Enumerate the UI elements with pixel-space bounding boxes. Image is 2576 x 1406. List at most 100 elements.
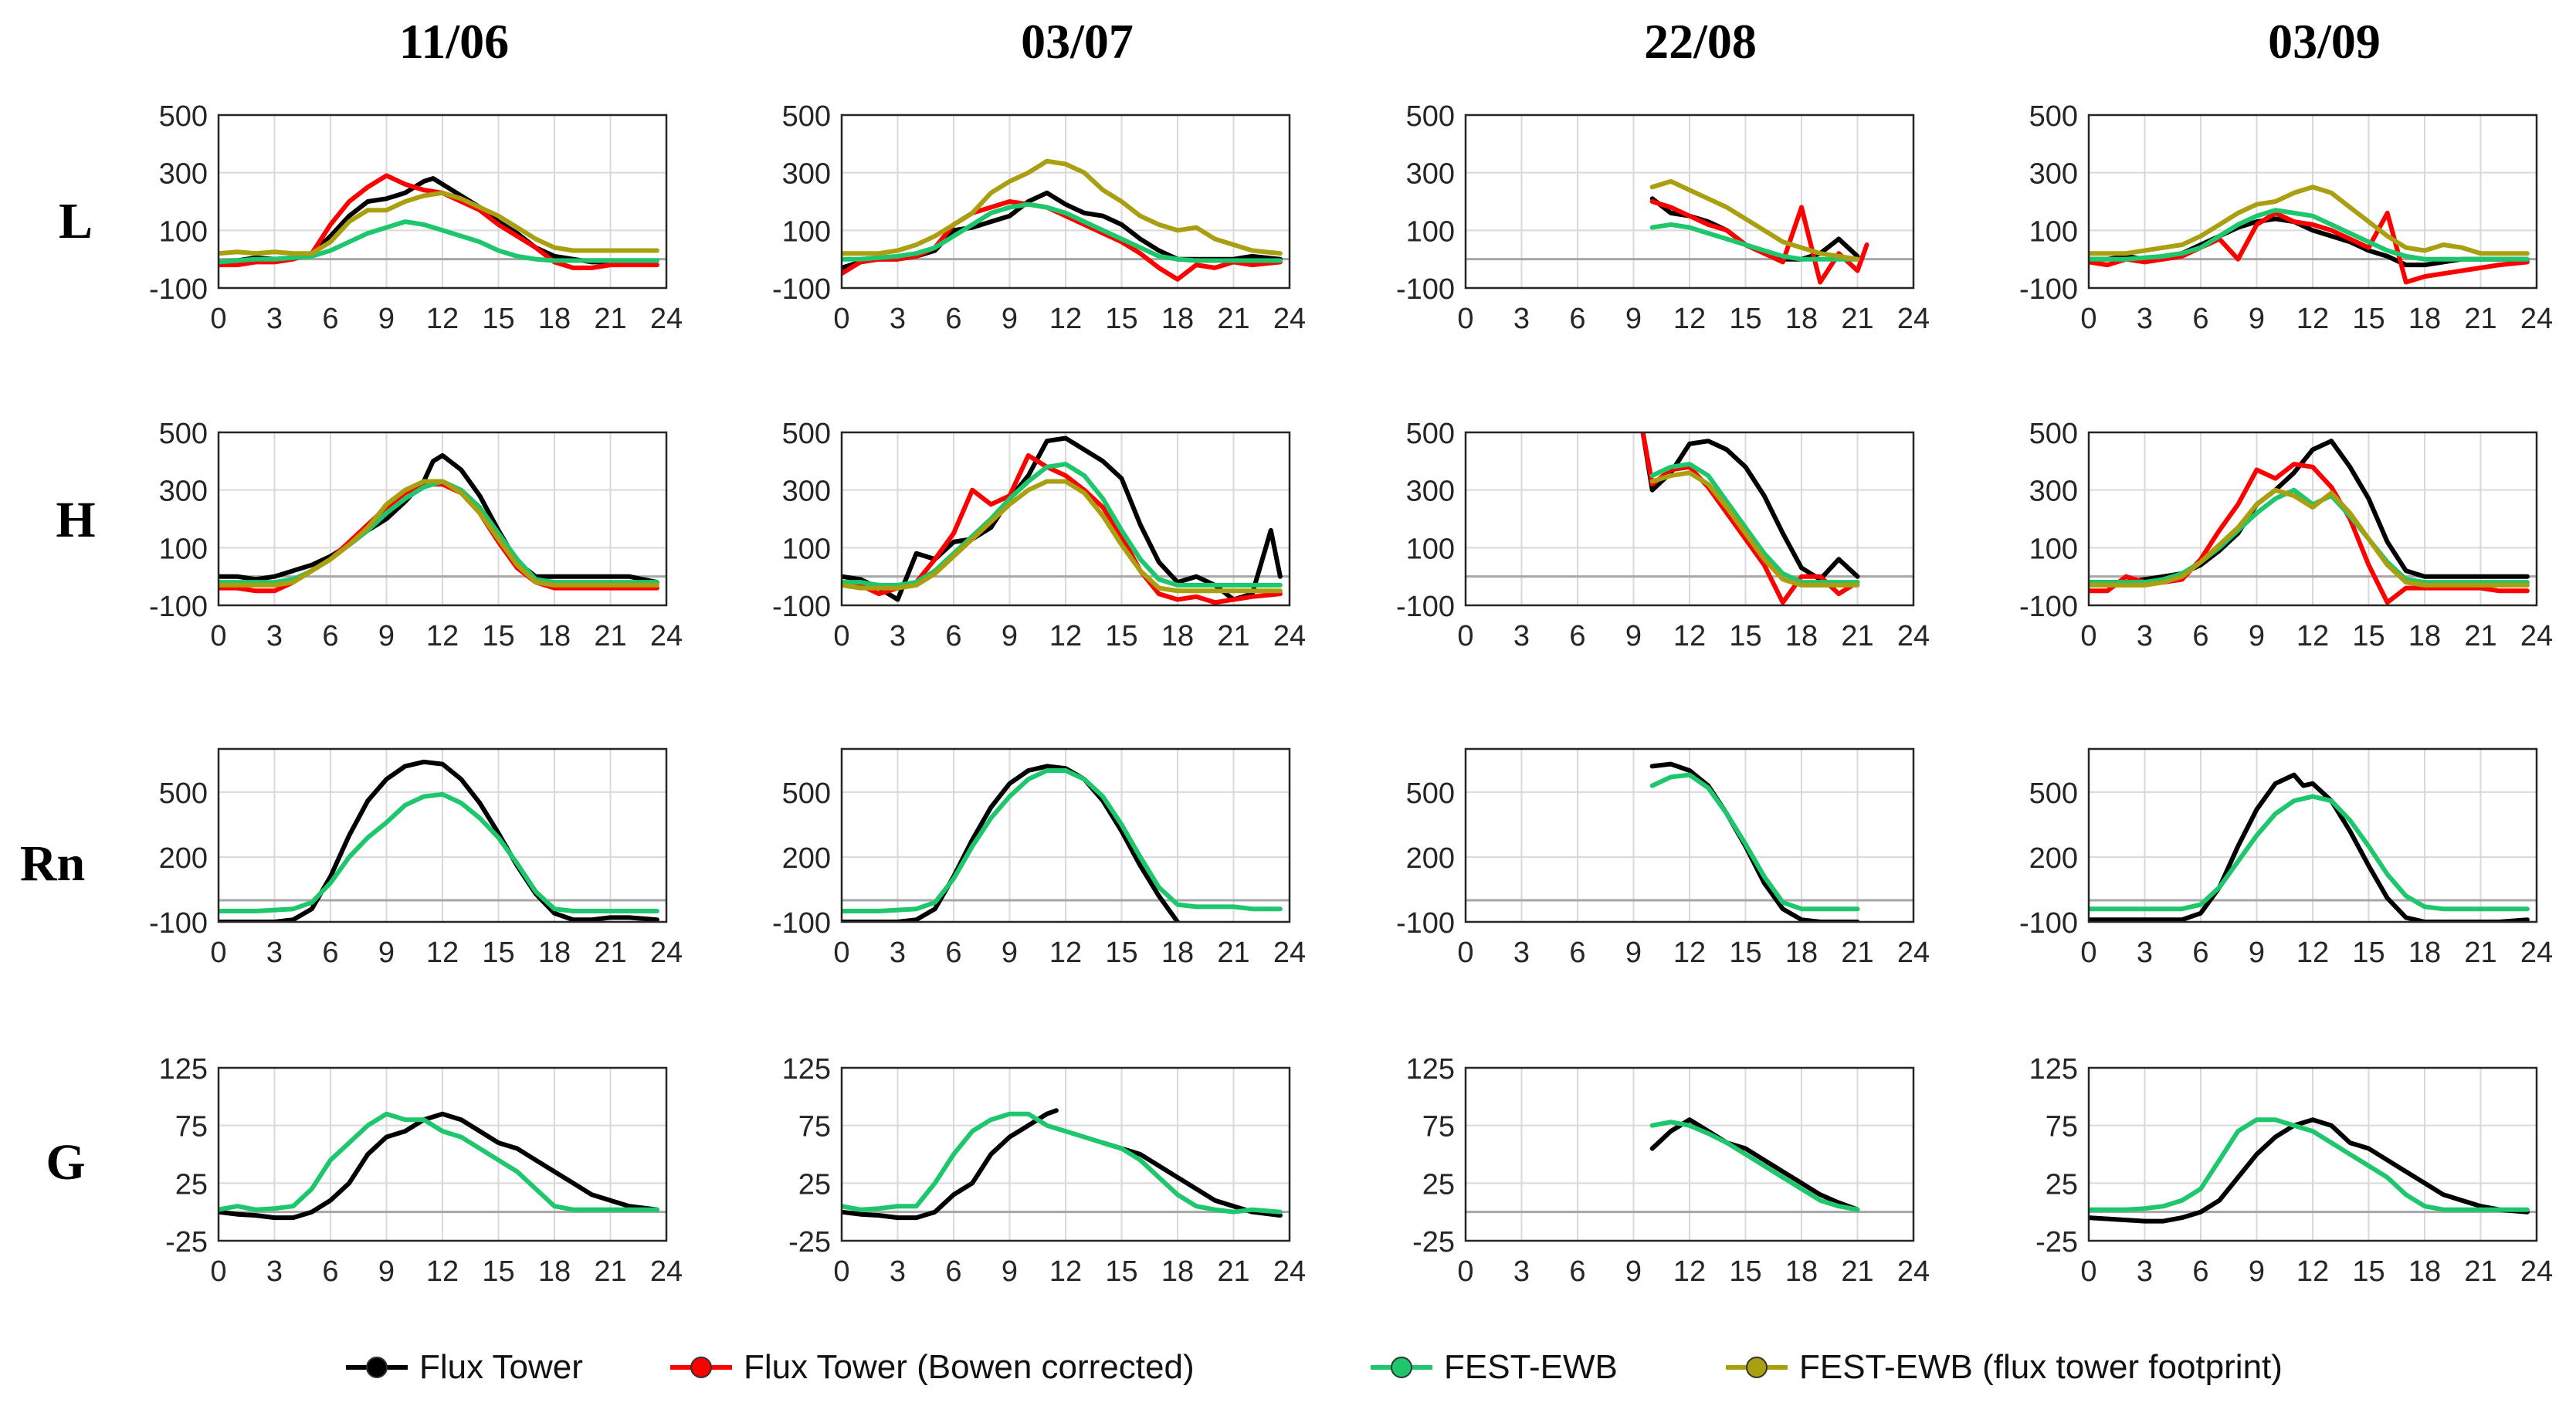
x-tick-label: 6 [1569,1255,1585,1288]
x-tick-label: 15 [1729,937,1761,969]
x-tick-label: 24 [650,303,683,335]
x-tick-label: 24 [1273,620,1306,652]
series-line-fest-ewb [842,462,1283,588]
x-tick-label: 15 [2352,620,2384,652]
series-line-fest-ewb-footprint [219,479,659,588]
x-tick-label: 15 [2352,937,2384,969]
y-tick-label: 75 [175,1111,208,1143]
x-tick-label: 3 [266,303,283,335]
series-line-flux-tower [2089,772,2530,922]
y-tick-label: 500 [1406,418,1455,450]
panel-L-1: -100 100 300 500 0 3 6 9 12 15 18 21 24 [149,100,683,335]
series-group [842,1108,1283,1221]
x-tick-label: 0 [833,620,849,652]
y-tick-label: 25 [1422,1168,1455,1201]
series-line-fest-ewb [842,1111,1283,1215]
series-line-fest-ewb-footprint [1649,178,1860,262]
x-tick-label: 0 [1457,303,1473,335]
x-tick-label: 15 [1105,1255,1137,1288]
x-tick-label: 0 [210,1255,226,1288]
panel-G-1: -25 25 75 125 0 3 6 9 12 15 18 21 24 [159,1053,683,1288]
y-tick-label: -100 [772,591,831,623]
series-line-fest-ewb [1649,222,1860,262]
series-line-fest-ewb [2089,487,2530,585]
legend-item-fest-ewb: FEST-EWB [1371,1348,1618,1386]
x-tick-label: 12 [1673,620,1706,652]
x-tick-label: 6 [945,937,961,969]
panel-H-1: -100 100 300 500 0 3 6 9 12 15 18 21 24 [149,418,683,652]
y-tick-label: 125 [159,1053,208,1086]
x-tick-label: 3 [2137,303,2153,335]
x-tick-label: 9 [378,620,395,652]
x-tick-label: 0 [1457,937,1473,969]
y-tick-label: -100 [149,907,208,940]
series-line-fest-ewb [219,1111,659,1212]
legend-label: Flux Tower (Bowen corrected) [744,1348,1195,1386]
series-line-fest-ewb [2089,208,2530,262]
panel-H-4: -100 100 300 500 0 3 6 9 12 15 18 21 24 [2019,418,2553,652]
series-group [219,173,659,270]
x-tick-label: 0 [833,1255,849,1288]
legend-item-fest-ewb-footprint: FEST-EWB (flux tower footprint) [1726,1348,2283,1386]
row-label-L: L [59,193,93,249]
series-line-flux-tower [219,1111,659,1221]
y-tick-label: 300 [1406,476,1455,508]
y-tick-label: 100 [159,215,208,248]
column-title-3: 22/08 [1644,14,1757,69]
series-group [219,1111,659,1221]
x-tick-label: 24 [1897,620,1930,652]
column-title-4: 03/09 [2268,14,2381,69]
legend-marker [1391,1357,1412,1378]
x-tick-label: 21 [1841,1255,1873,1288]
axes-frame [2087,113,2538,290]
x-tick-label: 12 [426,1255,459,1288]
x-tick-label: 9 [1002,303,1018,335]
column-title-2: 03/07 [1021,14,1134,69]
x-tick-label: 24 [1897,1255,1930,1288]
x-tick-label: 12 [2296,620,2329,652]
x-tick-label: 6 [322,303,338,335]
panel-Rn-3: -100 200 500 0 3 6 9 12 15 18 21 24 [1396,747,1930,969]
x-tick-label: 18 [1161,620,1194,652]
x-tick-label: 24 [650,1255,683,1288]
x-tick-label: 6 [2192,1255,2208,1288]
y-tick-label: 75 [2046,1111,2078,1143]
x-tick-label: 18 [538,1255,571,1288]
legend-label: FEST-EWB (flux tower footprint) [1799,1348,2283,1386]
series-line-fest-ewb-footprint [2089,487,2530,588]
x-tick-label: 12 [2296,303,2329,335]
x-tick-label: 21 [594,303,626,335]
x-tick-label: 6 [1569,937,1585,969]
y-tick-label: -100 [1396,273,1455,306]
x-tick-label: 15 [482,620,514,652]
axes-frame [2087,431,2538,607]
series-group [2089,185,2530,285]
x-tick-label: 3 [890,1255,906,1288]
axes-frame [2087,1066,2538,1242]
x-tick-label: 18 [1785,1255,1818,1288]
y-tick-label: 500 [159,778,208,810]
y-tick-label: 25 [2046,1168,2078,1201]
column-titles: 11/06 03/07 22/08 03/09 [399,14,2381,69]
series-line-fest-ewb [1649,1120,1860,1212]
panel-Rn-4: -100 200 500 0 3 6 9 12 15 18 21 24 [2019,747,2553,969]
x-tick-label: 15 [2352,1255,2384,1288]
series-line-flux-tower-bowen [2089,210,2530,285]
x-tick-label: 24 [1273,1255,1306,1288]
series-line-fest-ewb [2089,794,2530,912]
y-tick-label: 500 [1406,778,1455,810]
y-tick-label: -100 [2019,591,2078,623]
row-labels: L H Rn G [20,193,96,1191]
x-tick-label: 6 [1569,303,1585,335]
series-group [842,764,1283,922]
x-tick-label: 6 [2192,937,2208,969]
y-tick-label: 125 [1406,1053,1455,1086]
y-tick-label: -100 [149,273,208,306]
panel-Rn-2: -100 200 500 0 3 6 9 12 15 18 21 24 [772,747,1306,969]
axes-frame [840,1066,1291,1242]
y-tick-label: 500 [2029,418,2078,450]
row-label-H: H [56,492,95,548]
legend-marker [690,1357,712,1378]
x-tick-label: 15 [482,303,514,335]
